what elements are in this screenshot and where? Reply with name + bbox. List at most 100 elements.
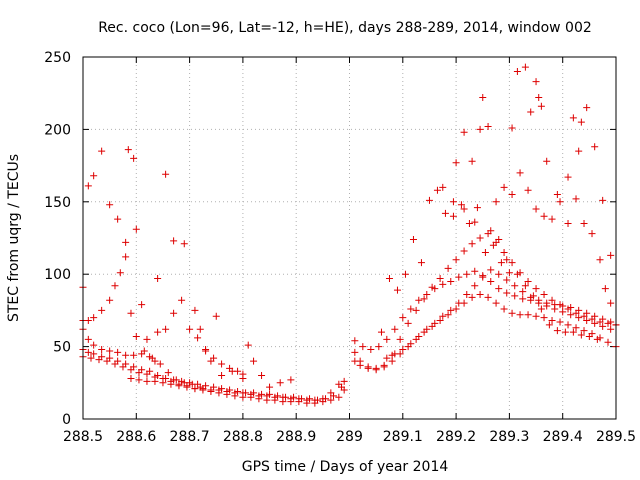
- data-point: [500, 248, 508, 256]
- data-point: [127, 366, 135, 374]
- data-point: [449, 212, 457, 220]
- data-point: [340, 377, 348, 385]
- data-point: [449, 198, 457, 206]
- data-point: [527, 293, 535, 301]
- data-point: [521, 63, 529, 71]
- data-point: [543, 157, 551, 165]
- data-point: [271, 393, 279, 401]
- data-point: [380, 363, 388, 371]
- data-point: [604, 338, 612, 346]
- data-point: [130, 351, 138, 359]
- data-point: [207, 386, 215, 394]
- data-point: [503, 256, 511, 264]
- data-point: [239, 370, 247, 378]
- data-point: [548, 215, 556, 223]
- data-point: [164, 369, 172, 377]
- data-point: [143, 335, 151, 343]
- data-point: [415, 296, 423, 304]
- data-point: [564, 220, 572, 228]
- data-point: [497, 259, 505, 267]
- data-point: [564, 321, 572, 329]
- data-point: [511, 282, 519, 290]
- data-point: [591, 319, 599, 327]
- data-point: [599, 315, 607, 323]
- data-point: [569, 328, 577, 336]
- data-point: [196, 325, 204, 333]
- plot-frame: [82, 56, 617, 420]
- data-point: [583, 309, 591, 317]
- data-point: [127, 374, 135, 382]
- data-point: [441, 209, 449, 217]
- series-arc-8: [351, 290, 620, 372]
- data-point: [372, 366, 380, 374]
- data-point: [417, 259, 425, 267]
- data-point: [591, 143, 599, 151]
- data-point: [503, 276, 511, 284]
- data-point: [436, 317, 444, 325]
- data-point: [391, 325, 399, 333]
- data-point: [162, 170, 170, 178]
- data-point: [452, 159, 460, 167]
- x-tick-label: 288.6: [116, 429, 156, 445]
- data-point: [146, 353, 154, 361]
- x-tick-label: 289: [336, 429, 363, 445]
- x-tick-label: 288.5: [63, 429, 103, 445]
- data-point: [527, 108, 535, 116]
- data-point: [116, 269, 124, 277]
- data-point: [455, 299, 463, 307]
- data-point: [383, 335, 391, 343]
- data-point: [553, 191, 561, 199]
- series-arc-1: [79, 146, 159, 365]
- data-point: [162, 325, 170, 333]
- data-point: [143, 377, 151, 385]
- data-point: [393, 286, 401, 294]
- data-point: [519, 288, 527, 296]
- data-point: [106, 347, 114, 355]
- data-point: [84, 182, 92, 190]
- data-point: [295, 395, 303, 403]
- data-point: [556, 318, 564, 326]
- data-point: [263, 392, 271, 400]
- data-point: [476, 234, 484, 242]
- data-point: [239, 389, 247, 397]
- x-axis-label: GPS time / Days of year 2014: [242, 459, 449, 475]
- data-point: [111, 360, 119, 368]
- data-point: [585, 332, 593, 340]
- data-point: [495, 270, 503, 278]
- data-point: [223, 387, 231, 395]
- x-tick-label: 288.8: [223, 429, 263, 445]
- series-arc-14: [383, 266, 620, 362]
- data-point: [471, 218, 479, 226]
- data-point: [132, 332, 140, 340]
- data-point: [521, 282, 529, 290]
- data-point: [447, 277, 455, 285]
- data-point: [561, 328, 569, 336]
- data-point: [452, 256, 460, 264]
- data-point: [535, 296, 543, 304]
- data-point: [508, 124, 516, 132]
- data-point: [135, 369, 143, 377]
- series-arc-13: [439, 63, 615, 264]
- data-point: [170, 237, 178, 245]
- data-point: [556, 198, 564, 206]
- data-point: [311, 396, 319, 404]
- data-point: [537, 102, 545, 110]
- data-point: [250, 357, 258, 365]
- data-point: [519, 295, 527, 303]
- data-point: [351, 348, 359, 356]
- data-point: [340, 386, 348, 394]
- x-tick-label: 289.1: [383, 429, 423, 445]
- data-point: [580, 220, 588, 228]
- data-point: [287, 395, 295, 403]
- data-point: [599, 322, 607, 330]
- data-point: [431, 319, 439, 327]
- data-point: [508, 309, 516, 317]
- data-point: [455, 273, 463, 281]
- data-point: [468, 240, 476, 248]
- data-point: [572, 324, 580, 332]
- data-point: [231, 389, 239, 397]
- data-point: [218, 372, 226, 380]
- data-point: [175, 382, 183, 390]
- data-point: [420, 295, 428, 303]
- data-point: [577, 118, 585, 126]
